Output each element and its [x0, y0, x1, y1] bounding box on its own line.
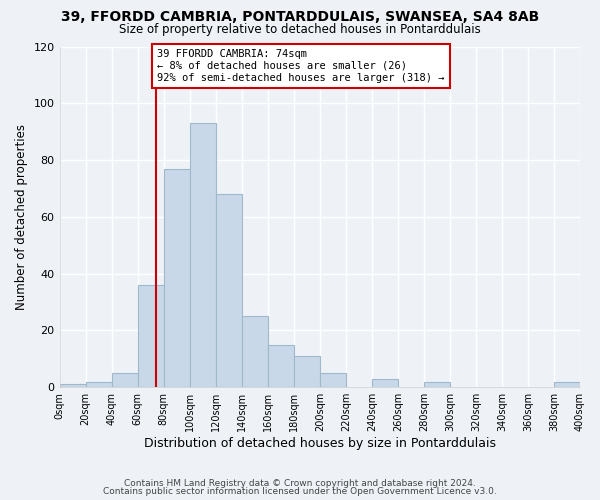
- Text: 39 FFORDD CAMBRIA: 74sqm
← 8% of detached houses are smaller (26)
92% of semi-de: 39 FFORDD CAMBRIA: 74sqm ← 8% of detache…: [157, 50, 445, 82]
- Bar: [190, 123, 215, 387]
- Bar: [424, 382, 450, 387]
- X-axis label: Distribution of detached houses by size in Pontarddulais: Distribution of detached houses by size …: [144, 437, 496, 450]
- Text: Size of property relative to detached houses in Pontarddulais: Size of property relative to detached ho…: [119, 22, 481, 36]
- Text: Contains HM Land Registry data © Crown copyright and database right 2024.: Contains HM Land Registry data © Crown c…: [124, 478, 476, 488]
- Bar: [215, 194, 242, 387]
- Y-axis label: Number of detached properties: Number of detached properties: [15, 124, 28, 310]
- Bar: [320, 373, 346, 387]
- Bar: [294, 356, 320, 387]
- Bar: [137, 285, 164, 387]
- Bar: [59, 384, 86, 387]
- Bar: [242, 316, 268, 387]
- Bar: [112, 373, 137, 387]
- Text: 39, FFORDD CAMBRIA, PONTARDDULAIS, SWANSEA, SA4 8AB: 39, FFORDD CAMBRIA, PONTARDDULAIS, SWANS…: [61, 10, 539, 24]
- Text: Contains public sector information licensed under the Open Government Licence v3: Contains public sector information licen…: [103, 487, 497, 496]
- Bar: [164, 168, 190, 387]
- Bar: [372, 378, 398, 387]
- Bar: [86, 382, 112, 387]
- Bar: [554, 382, 580, 387]
- Bar: [268, 344, 294, 387]
